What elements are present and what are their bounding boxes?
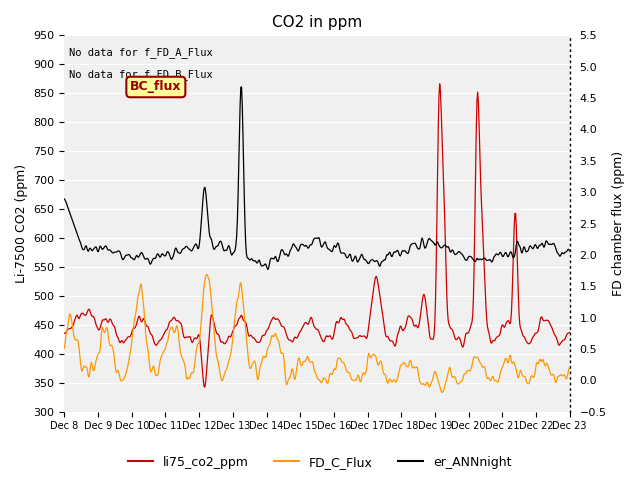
Text: No data for f_FD_B_Flux: No data for f_FD_B_Flux <box>70 69 213 80</box>
Legend: li75_co2_ppm, FD_C_Flux, er_ANNnight: li75_co2_ppm, FD_C_Flux, er_ANNnight <box>124 451 516 474</box>
Y-axis label: Li-7500 CO2 (ppm): Li-7500 CO2 (ppm) <box>15 164 28 283</box>
Text: No data for f_FD_A_Flux: No data for f_FD_A_Flux <box>70 47 213 58</box>
Y-axis label: FD chamber flux (ppm): FD chamber flux (ppm) <box>612 151 625 296</box>
Text: BC_flux: BC_flux <box>130 81 182 94</box>
Title: CO2 in ppm: CO2 in ppm <box>272 15 362 30</box>
